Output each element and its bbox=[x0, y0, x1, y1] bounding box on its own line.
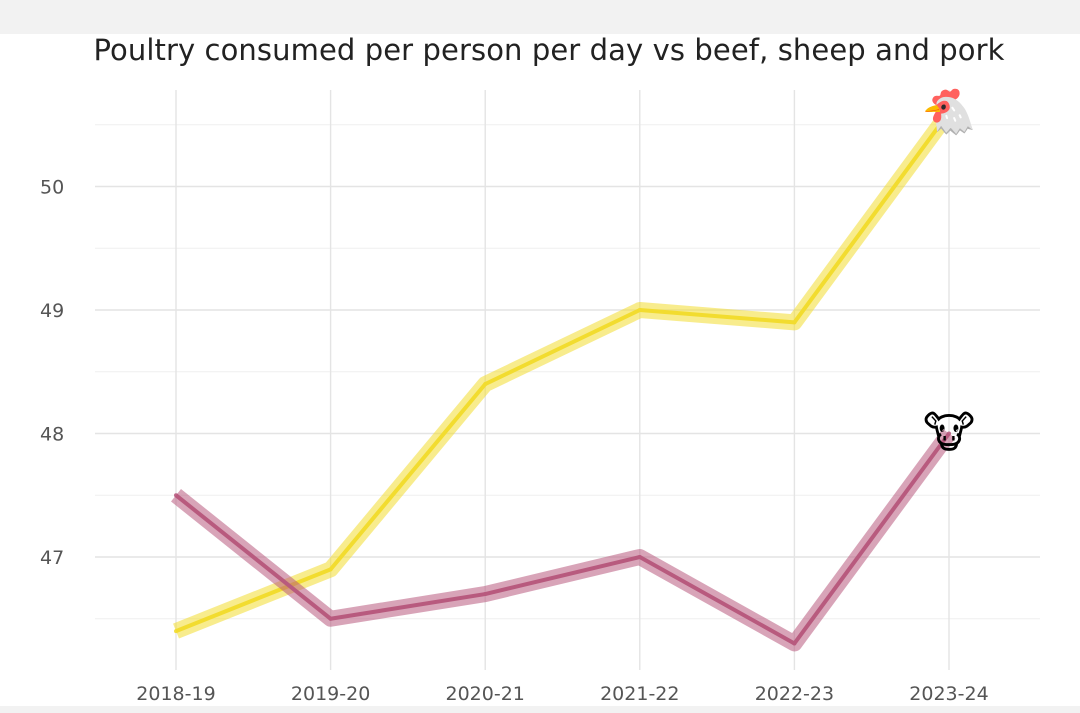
cow-data-point bbox=[328, 616, 333, 621]
chicken-data-point bbox=[483, 382, 488, 387]
chart-panel bbox=[0, 34, 1080, 706]
cow-data-point bbox=[174, 493, 178, 498]
chicken-data-point bbox=[328, 567, 333, 572]
cow-series-glow bbox=[171, 428, 956, 652]
chicken-data-point bbox=[174, 629, 178, 634]
chicken-icon: 🐔 bbox=[922, 86, 977, 137]
cow-data-point bbox=[947, 431, 951, 436]
y-tick-label: 48 bbox=[40, 424, 64, 446]
cow-data-point bbox=[483, 592, 488, 597]
y-tick-label: 49 bbox=[40, 300, 64, 322]
cow-data-point bbox=[792, 641, 797, 646]
x-tick-label: 2020-21 bbox=[446, 683, 525, 705]
x-tick-label: 2021-22 bbox=[600, 683, 679, 705]
cow-data-point bbox=[637, 555, 642, 559]
chicken-data-point bbox=[637, 308, 642, 312]
y-tick-label: 47 bbox=[40, 547, 64, 569]
x-tick-label: 2019-20 bbox=[291, 683, 370, 705]
chicken-data-point bbox=[947, 110, 951, 115]
x-tick-label: 2022-23 bbox=[755, 683, 834, 705]
chart-title: Poultry consumed per person per day vs b… bbox=[93, 33, 1005, 67]
cow-series-line bbox=[174, 432, 951, 646]
y-tick-label: 50 bbox=[40, 177, 64, 199]
x-tick-label: 2023-24 bbox=[909, 683, 988, 705]
chicken-series-line bbox=[175, 111, 951, 633]
cow-icon: 🐮 bbox=[923, 408, 975, 459]
chicken-data-point bbox=[792, 320, 797, 325]
x-tick-label: 2018-19 bbox=[136, 683, 215, 705]
